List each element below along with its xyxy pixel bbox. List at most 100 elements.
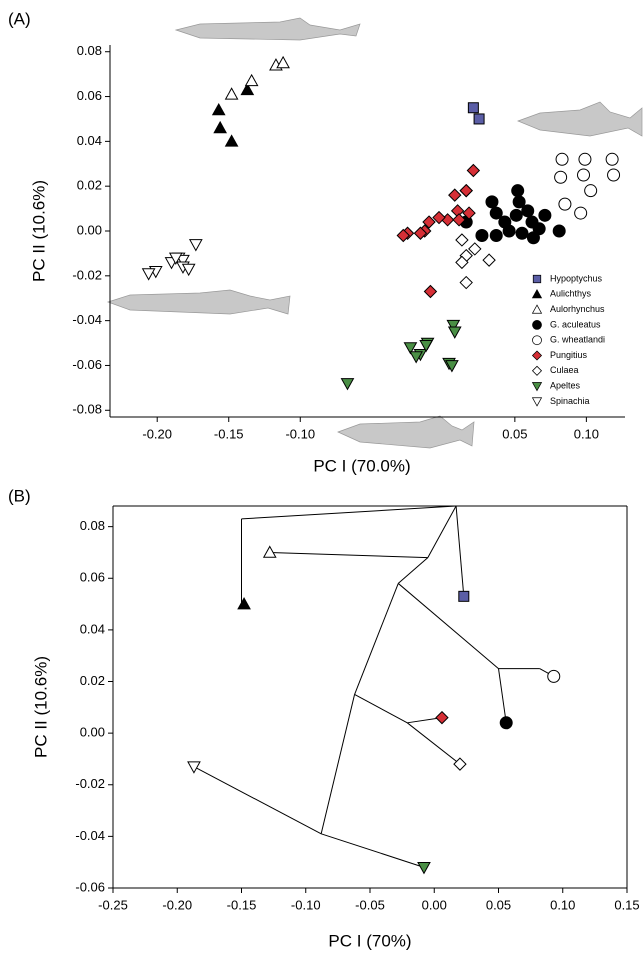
x-tick-label: 0.15 — [614, 897, 639, 912]
data-point — [512, 195, 526, 209]
data-point — [237, 597, 251, 610]
data-point — [141, 268, 156, 281]
data-point — [459, 275, 473, 290]
data-point — [176, 254, 190, 268]
legend-swatch — [532, 274, 542, 284]
y-tick-label: 0.00 — [80, 725, 105, 740]
data-point — [466, 163, 481, 178]
fish-shape — [517, 101, 643, 137]
data-point — [538, 208, 552, 222]
data-point — [459, 183, 473, 198]
data-point — [455, 233, 469, 247]
y-tick-label: 0.06 — [77, 88, 102, 103]
data-point — [607, 168, 621, 182]
data-point — [455, 255, 469, 270]
data-point — [605, 152, 619, 166]
data-point — [396, 228, 410, 243]
data-point — [526, 231, 540, 245]
data-point — [448, 188, 462, 202]
data-point — [547, 669, 561, 683]
data-point — [467, 102, 479, 114]
y-tick-label: 0.06 — [80, 570, 105, 585]
data-point — [475, 228, 489, 242]
data-point — [340, 378, 355, 391]
data-point — [213, 120, 228, 134]
data-point — [276, 55, 290, 69]
y-tick-label: -0.06 — [72, 357, 102, 372]
data-point — [499, 716, 513, 730]
data-point — [224, 134, 239, 147]
data-point — [447, 326, 462, 339]
tree-branch — [397, 557, 429, 584]
data-point — [489, 206, 503, 220]
tree-branch — [269, 551, 428, 559]
data-point — [558, 197, 572, 211]
data-point — [181, 263, 196, 277]
y-tick-label: -0.04 — [75, 828, 105, 843]
legend-label: Apeltes — [550, 380, 581, 390]
tree-branch — [241, 505, 457, 520]
data-point — [468, 242, 482, 256]
data-point — [584, 184, 598, 198]
tree-branch — [354, 583, 399, 695]
data-point — [462, 206, 476, 220]
panel-label: (A) — [8, 9, 31, 28]
x-tick-label: -0.15 — [214, 426, 244, 441]
y-tick-label: 0.02 — [80, 673, 105, 688]
data-point — [224, 87, 239, 100]
data-point — [445, 360, 459, 373]
y-tick-label: 0.00 — [77, 222, 102, 237]
legend-swatch — [532, 335, 542, 346]
data-point — [555, 152, 569, 166]
data-point — [432, 210, 446, 225]
data-point — [521, 204, 535, 218]
data-point — [168, 252, 183, 265]
tree-branch — [193, 766, 322, 835]
x-tick-label: -0.10 — [291, 897, 321, 912]
x-tick-label: -0.20 — [142, 426, 172, 441]
tree-branch — [427, 505, 457, 558]
data-point — [413, 226, 428, 240]
data-point — [489, 228, 503, 242]
legend-label: Aulichthys — [550, 289, 592, 299]
y-axis-label: PC II (10.6%) — [31, 656, 50, 758]
legend-swatch — [531, 382, 543, 392]
tree-branch — [320, 694, 356, 834]
x-tick-label: 0.10 — [550, 897, 575, 912]
data-point — [577, 168, 591, 182]
data-point — [453, 757, 467, 771]
legend-swatch — [531, 365, 543, 376]
data-point — [446, 319, 461, 333]
tree-branch — [406, 722, 461, 765]
legend-label: G. aculeatus — [550, 319, 601, 329]
data-point — [187, 761, 201, 774]
x-tick-label: -0.05 — [355, 897, 385, 912]
data-point — [244, 73, 259, 87]
x-tick-label: -0.15 — [227, 897, 257, 912]
panel-label: (B) — [8, 486, 31, 505]
data-point — [578, 152, 592, 166]
fish-silhouette — [106, 17, 643, 449]
y-tick-label: -0.04 — [72, 312, 102, 327]
y-tick-label: 0.04 — [80, 621, 105, 636]
data-point — [452, 213, 466, 227]
legend-swatch — [531, 304, 543, 314]
y-axis-label: PC II (10.6%) — [29, 180, 48, 282]
legend-label: Culaea — [550, 365, 579, 375]
data-point — [262, 545, 277, 558]
data-point — [554, 170, 568, 184]
data-point — [511, 184, 525, 198]
x-axis-label: PC I (70%) — [328, 931, 411, 950]
x-tick-label: -0.20 — [162, 897, 192, 912]
fish-shape — [174, 17, 361, 41]
data-point — [240, 82, 255, 96]
data-point — [417, 862, 431, 875]
data-point — [515, 226, 529, 240]
data-point — [473, 113, 485, 125]
legend-swatch — [532, 320, 542, 330]
legend-label: Spinachia — [550, 396, 590, 406]
data-point — [422, 215, 436, 229]
legend-label: G. wheatlandi — [550, 335, 605, 345]
data-point — [211, 102, 226, 116]
